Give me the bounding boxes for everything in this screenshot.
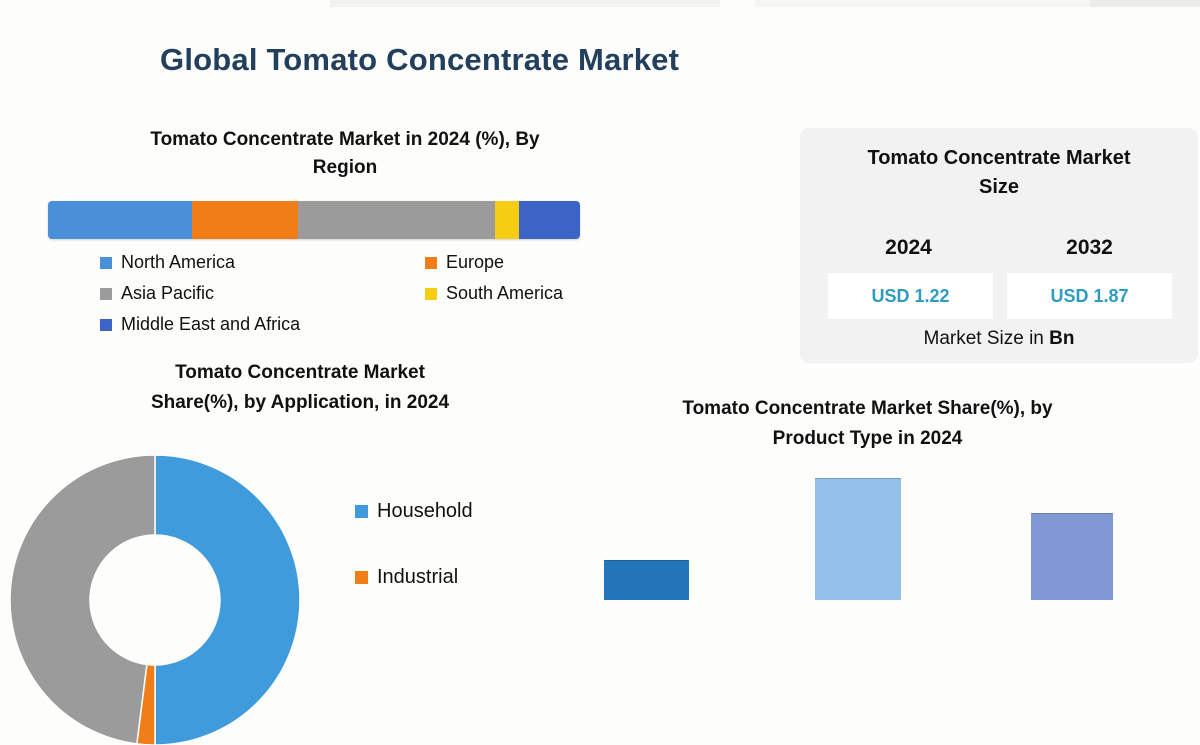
legend-swatch-icon	[425, 287, 437, 300]
region-stacked-bar-chart	[48, 201, 580, 239]
legend-label: South America	[446, 283, 564, 303]
donut-slice-other	[10, 455, 156, 745]
region-legend-row: Asia Pacific South America	[100, 283, 640, 314]
page-title: Global Tomato Concentrate Market	[160, 42, 680, 77]
region-segment-north-america	[48, 201, 192, 239]
legend-item-household: Household	[355, 500, 473, 523]
legend-swatch-icon	[355, 505, 368, 518]
application-chart-title: Tomato Concentrate Market Share(%), by A…	[65, 358, 535, 418]
market-size-year-start: 2024	[885, 236, 932, 259]
application-chart-title-line2: Share(%), by Application, in 2024	[150, 392, 450, 413]
product-type-chart-title: Tomato Concentrate Market Share(%), by P…	[645, 394, 1090, 454]
product-type-bar-type-2	[815, 478, 901, 600]
region-chart-title-line2: Region	[312, 157, 378, 178]
product-type-bar-type-3	[1031, 513, 1113, 600]
region-segment-europe	[191, 201, 299, 239]
market-size-year-row: 2024 2032	[818, 236, 1180, 260]
region-chart-title: Tomato Concentrate Market in 2024 (%), B…	[40, 126, 650, 182]
region-segment-south-america	[494, 201, 519, 239]
region-chart-title-line1: Tomato Concentrate Market in 2024 (%), B…	[150, 129, 540, 150]
legend-item-middle-east-and-africa: Middle East and Africa	[100, 314, 300, 335]
legend-item-europe: Europe	[425, 252, 504, 273]
application-donut-chart	[10, 455, 300, 745]
legend-label: North America	[121, 252, 236, 272]
market-size-title: Tomato Concentrate Market Size	[818, 144, 1180, 202]
application-legend: Household Industrial	[355, 500, 473, 632]
product-type-bar-chart	[600, 470, 1140, 600]
infographic-canvas: Global Tomato Concentrate Market Tomato …	[10, 0, 1200, 745]
legend-item-industrial: Industrial	[355, 566, 473, 589]
donut-slice-household	[154, 455, 300, 745]
market-size-footer: Market Size in Bn	[818, 328, 1180, 350]
donut-svg	[10, 455, 300, 745]
legend-label: Industrial	[377, 566, 459, 588]
product-type-bar-type-1	[604, 560, 689, 600]
legend-swatch-icon	[100, 256, 112, 269]
legend-label: Middle East and Africa	[121, 314, 301, 334]
legend-swatch-icon	[425, 256, 437, 269]
market-size-card: Tomato Concentrate Market Size 2024 2032…	[800, 128, 1198, 363]
legend-swatch-icon	[100, 287, 112, 300]
product-type-chart-title-line2: Product Type in 2024	[772, 428, 963, 449]
product-type-chart-title-line1: Tomato Concentrate Market Share(%), by	[682, 398, 1053, 419]
market-size-title-line1: Tomato Concentrate Market	[867, 147, 1131, 169]
legend-swatch-icon	[355, 571, 368, 584]
region-segment-middle-east-and-africa	[518, 201, 580, 239]
market-size-title-line2: Size	[978, 176, 1020, 198]
market-size-value-row: USD 1.22 USD 1.87	[828, 273, 1172, 319]
top-edge-strip-right	[755, 0, 1200, 7]
top-edge-strip-left	[330, 0, 720, 7]
market-size-year-end: 2032	[1066, 236, 1113, 259]
region-legend-row: North America Europe	[100, 252, 640, 283]
legend-swatch-icon	[100, 318, 112, 331]
legend-label: Asia Pacific	[121, 283, 215, 303]
top-edge-strip-far-right	[1090, 0, 1200, 7]
legend-item-south-america: South America	[425, 283, 563, 304]
market-size-footer-prefix: Market Size in	[923, 328, 1050, 349]
market-size-value-start: USD 1.22	[828, 273, 993, 319]
region-legend-row: Middle East and Africa	[100, 314, 640, 345]
legend-item-north-america: North America	[100, 252, 235, 273]
application-chart-title-line1: Tomato Concentrate Market	[175, 362, 425, 383]
legend-label: Household	[377, 500, 473, 522]
legend-label: Europe	[446, 252, 505, 272]
market-size-footer-unit: Bn	[1049, 328, 1075, 349]
legend-item-asia-pacific: Asia Pacific	[100, 283, 214, 304]
region-segment-asia-pacific	[298, 201, 495, 239]
market-size-value-end: USD 1.87	[1007, 273, 1172, 319]
region-legend: North America Europe Asia Pacific South …	[100, 252, 640, 345]
